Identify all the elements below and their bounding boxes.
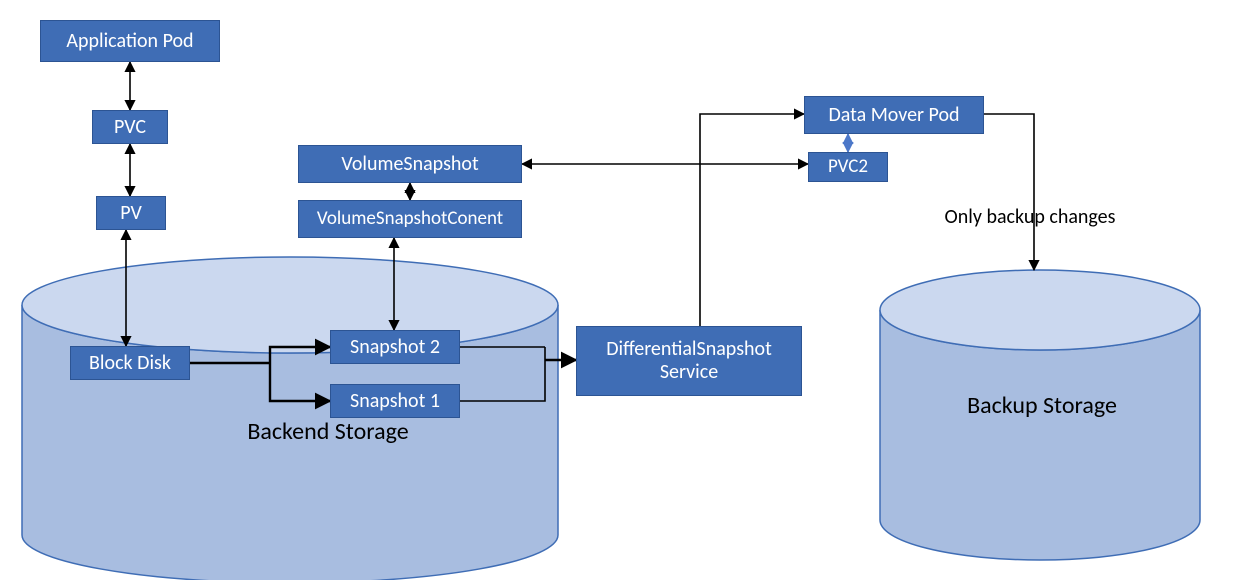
only-backup-label: Only backup changes	[910, 202, 1150, 232]
block-disk: Block Disk	[70, 346, 190, 380]
e-diff-up	[700, 114, 804, 326]
diagram-stage: Application Pod PVC PV Block Disk VolumeSnap…	[0, 0, 1234, 580]
vs: VolumeSnapshot	[298, 145, 522, 183]
pv: PV	[96, 196, 166, 230]
vsc: VolumeSnapshotConent	[298, 200, 522, 238]
snap2: Snapshot 2	[330, 330, 460, 364]
app-pod: Application Pod	[40, 20, 220, 62]
e-dm-down	[984, 114, 1034, 270]
backend-storage-label: Backend Storage	[198, 414, 458, 450]
diff-svc: DifferentialSnapshot Service	[576, 326, 802, 396]
pvc2: PVC2	[808, 152, 888, 182]
snap1: Snapshot 1	[330, 384, 460, 418]
diagram-svg	[0, 0, 1234, 580]
backup-storage-label: Backup Storage	[932, 388, 1152, 424]
pvc: PVC	[92, 110, 168, 144]
dm-pod: Data Mover Pod	[804, 96, 984, 134]
